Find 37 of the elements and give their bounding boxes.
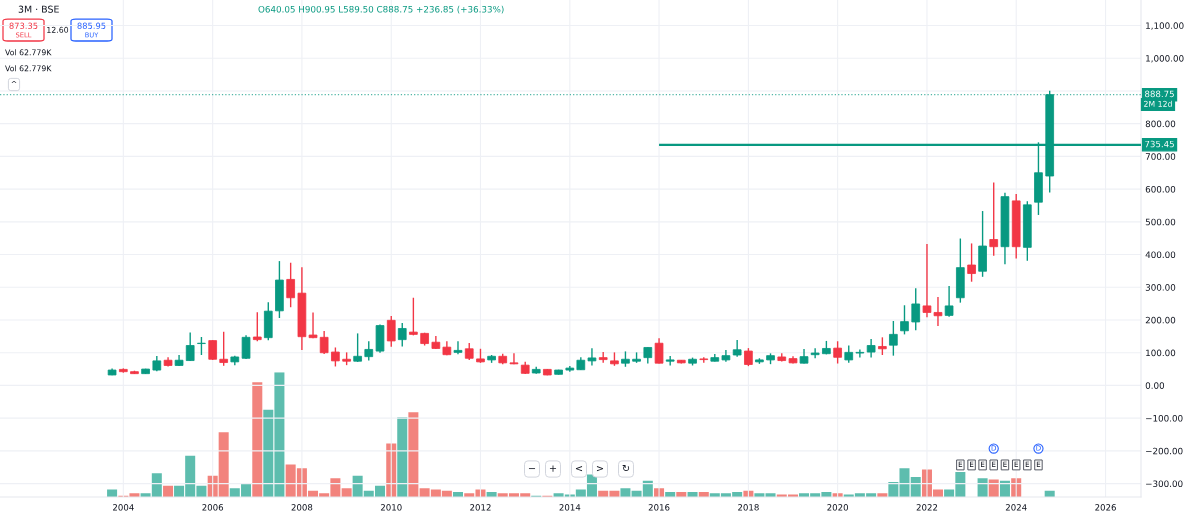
x-tick-label: 2016: [648, 504, 670, 511]
y-tick-label: 400.00: [1145, 251, 1176, 258]
x-tick-label: 2014: [559, 504, 581, 511]
chart-title: 3M · BSE: [18, 5, 59, 13]
x-tick-label: 2006: [202, 504, 224, 511]
x-tick-label: 2020: [827, 504, 849, 511]
x-tick-label: 2022: [916, 504, 938, 511]
annotation: >: [596, 466, 604, 472]
data-label: 735.45: [1145, 140, 1174, 148]
annotation: ↻: [622, 465, 630, 472]
y-tick-label: −100.00: [1146, 414, 1183, 422]
y-tick-label: 800.00: [1145, 120, 1176, 128]
y-tick-label: −300.00: [1146, 480, 1183, 488]
y-tick-label: 600.00: [1145, 185, 1176, 193]
y-tick-label: 1,000.00: [1146, 55, 1184, 63]
y-tick-label: 700.00: [1145, 153, 1176, 160]
y-tick-label: 300.00: [1145, 284, 1176, 291]
x-tick-label: 2012: [470, 504, 491, 511]
annotation: −: [528, 468, 536, 470]
annotation: +: [549, 465, 557, 472]
x-tick-label: 2008: [291, 504, 313, 511]
ref-line-label: 888.75: [1145, 90, 1174, 98]
x-tick-label: 2024: [1005, 504, 1027, 511]
text: O640.05 H900.95 L589.50 C888.75 +236.85 (+36.33%): [258, 5, 504, 14]
x-tick-label: 2004: [113, 504, 134, 511]
annotation: <: [575, 466, 583, 472]
annotation: 873.35: [9, 22, 38, 29]
annotation: 885.95: [77, 22, 106, 29]
x-tick-label: 2010: [380, 504, 402, 511]
y-tick-label: 1,100.00: [1146, 22, 1184, 30]
y-tick-label: 0.00: [1145, 382, 1165, 389]
y-tick-label: 200.00: [1145, 316, 1176, 324]
x-tick-label: 2018: [738, 504, 759, 511]
x-tick-label: 2026: [1095, 504, 1116, 511]
y-tick-label: 100.00: [1146, 349, 1176, 357]
y-tick-label: 500.00: [1145, 218, 1176, 226]
y-tick-label: −200.00: [1146, 447, 1183, 455]
